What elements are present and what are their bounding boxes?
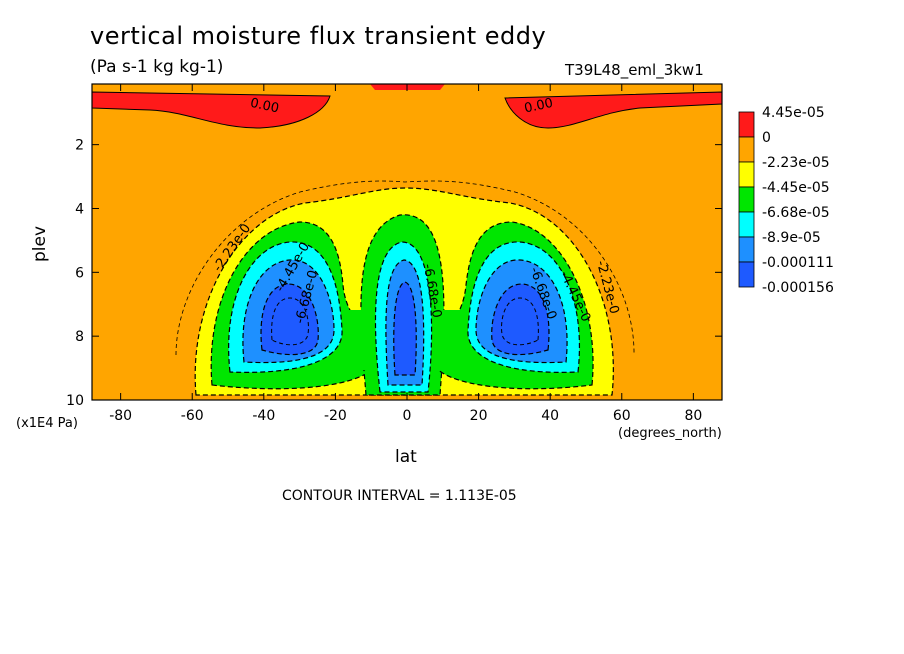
y-tick-label-0: 2 <box>75 138 84 154</box>
contour-inner-left <box>271 297 309 346</box>
x-axis-units: (degrees_north) <box>618 426 722 441</box>
chart-units: (Pa s-1 kg kg-1) <box>90 57 224 77</box>
legend-label-1: 0 <box>762 130 771 146</box>
legend-label-0: 4.45e-05 <box>762 105 825 121</box>
y-tick-label-3: 8 <box>75 329 84 345</box>
x-tick-label-0: -80 <box>109 408 132 424</box>
legend-label-4: -6.68e-05 <box>762 205 830 221</box>
legend-label-6: -0.000111 <box>762 255 834 271</box>
x-tick-label-3: -20 <box>324 408 347 424</box>
contour-label-0: 0.00 <box>249 96 280 117</box>
red-region-right <box>504 91 722 129</box>
legend-swatch-5 <box>738 236 755 263</box>
y-axis-units: (x1E4 Pa) <box>16 416 78 431</box>
chart-title: vertical moisture flux transient eddy <box>90 22 547 50</box>
legend-label-5: -8.9e-05 <box>762 230 821 246</box>
run-id: T39L48_eml_3kw1 <box>565 61 704 79</box>
legend-swatch-0 <box>738 111 755 138</box>
x-axis-label: lat <box>395 447 417 467</box>
legend-label-2: -2.23e-05 <box>762 155 830 171</box>
x-tick-label-8: 80 <box>684 408 702 424</box>
contour-label-1: 0.00 <box>523 96 554 117</box>
legend-swatch-1 <box>738 136 755 163</box>
y-tick-label-2: 6 <box>75 265 84 281</box>
x-axis-ticks: -80 -60 -40 -20 0 20 40 60 80 <box>109 84 702 424</box>
contour-interval: CONTOUR INTERVAL = 1.113E-05 <box>282 488 517 504</box>
x-tick-label-1: -60 <box>181 408 204 424</box>
contour-fill-layer <box>92 84 722 400</box>
y-tick-label-1: 4 <box>75 201 84 217</box>
y-axis-ticks: 2 4 6 8 10 <box>66 138 722 409</box>
x-tick-label-4: 0 <box>403 408 412 424</box>
core-left <box>260 283 319 356</box>
legend-swatch-3 <box>738 186 755 213</box>
x-tick-label-5: 20 <box>470 408 488 424</box>
legend-label-3: -4.45e-05 <box>762 180 830 196</box>
x-tick-label-7: 60 <box>613 408 631 424</box>
color-legend: 4.45e-05 0 -2.23e-05 -4.45e-05 -6.68e-05 -8.9… <box>738 105 834 296</box>
core-right <box>491 283 550 356</box>
legend-swatch-6 <box>738 261 755 288</box>
core-center <box>393 281 417 376</box>
contour-inner-right <box>501 297 539 346</box>
y-tick-label-4: 10 <box>66 393 84 409</box>
contour-outer <box>175 180 635 356</box>
x-tick-label-6: 40 <box>541 408 559 424</box>
red-region-left <box>92 91 331 129</box>
legend-swatch-4 <box>738 211 755 238</box>
legend-label-7: -0.000156 <box>762 280 834 296</box>
legend-swatch-2 <box>738 161 755 188</box>
x-tick-label-2: -40 <box>252 408 275 424</box>
